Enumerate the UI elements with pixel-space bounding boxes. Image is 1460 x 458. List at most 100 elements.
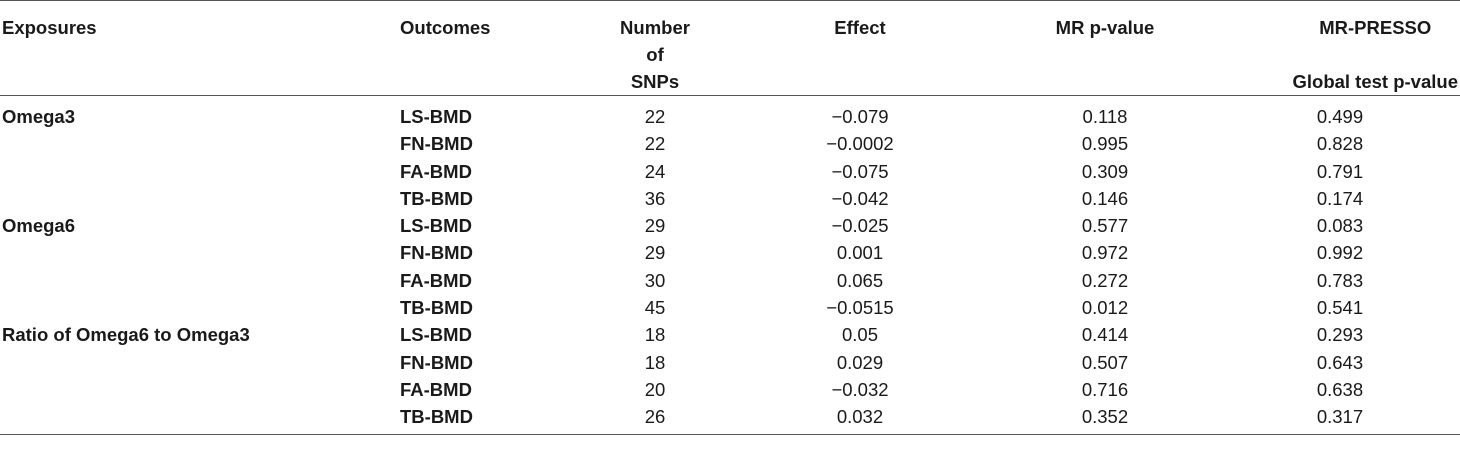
table-row: FN-BMD 18 0.029 0.507 0.643 xyxy=(0,349,1460,376)
header-snps-line1: Number xyxy=(620,17,690,38)
cell-mr-presso-pvalue: 0.638 xyxy=(1316,378,1364,400)
cell-exposure xyxy=(0,158,400,185)
header-outcomes-label: Outcomes xyxy=(400,17,491,38)
cell-mr-pvalue: 0.146 xyxy=(1081,187,1129,209)
cell-mr-pvalue: 0.309 xyxy=(1081,160,1129,182)
cell-outcome: FN-BMD xyxy=(400,133,473,155)
cell-effect: 0.032 xyxy=(730,403,990,435)
header-mr-presso-line1: MR-PRESSO xyxy=(1319,17,1432,38)
cell-number-of-snps: 36 xyxy=(644,187,666,209)
cell-mr-pvalue: 0.272 xyxy=(1081,269,1129,291)
header-mr-pvalue-label: MR p-value xyxy=(1055,17,1155,38)
cell-effect: −0.079 xyxy=(831,106,889,127)
table-header: Exposures Outcomes Number of SNPs Effect… xyxy=(0,0,1460,96)
cell-mr-presso-pvalue: 0.643 xyxy=(1316,351,1364,373)
cell-effect: 0.001 xyxy=(836,242,884,264)
cell-number-of-snps: 22 xyxy=(644,106,666,127)
cell-mr-pvalue: 0.352 xyxy=(990,403,1220,435)
cell-number-of-snps: 29 xyxy=(644,215,666,237)
cell-exposure xyxy=(0,267,400,294)
cell-mr-pvalue: 0.012 xyxy=(1081,297,1129,319)
header-snps-line3: SNPs xyxy=(630,71,680,92)
cell-mr-presso-pvalue: 0.783 xyxy=(1316,269,1364,291)
cell-mr-pvalue: 0.118 xyxy=(1082,106,1128,127)
cell-mr-presso-pvalue: 0.174 xyxy=(1316,187,1364,209)
cell-outcome: LS-BMD xyxy=(400,324,472,346)
cell-number-of-snps: 18 xyxy=(644,324,666,346)
header-mr-presso-line2: Global test p-value xyxy=(1292,71,1458,92)
header-exposures-label: Exposures xyxy=(2,17,97,38)
cell-outcome: FN-BMD xyxy=(400,242,473,264)
table-body: Omega3 LS-BMD 22 −0.079 0.118 0.499 FN-BMD 22 −0… xyxy=(0,96,1460,435)
cell-mr-pvalue: 0.414 xyxy=(1081,324,1129,346)
cell-mr-pvalue: 0.972 xyxy=(1081,242,1129,264)
cell-exposure: Ratio of Omega6 to Omega3 xyxy=(2,324,250,346)
cell-exposure xyxy=(0,349,400,376)
cell-number-of-snps: 18 xyxy=(644,351,666,373)
header-mr-presso: MR-PRESSO Global test p-value xyxy=(1220,0,1460,96)
header-number-of-snps: Number of SNPs xyxy=(580,0,730,96)
cell-mr-presso-pvalue: 0.828 xyxy=(1316,133,1364,155)
table-row: FN-BMD 29 0.001 0.972 0.992 xyxy=(0,239,1460,266)
cell-outcome: FA-BMD xyxy=(400,378,472,400)
cell-mr-presso-pvalue: 0.083 xyxy=(1316,215,1364,237)
cell-mr-presso-pvalue: 0.541 xyxy=(1316,297,1364,319)
cell-exposure: Omega6 xyxy=(2,215,76,237)
cell-number-of-snps: 26 xyxy=(580,403,730,435)
header-effect-label: Effect xyxy=(834,17,886,38)
cell-effect: −0.075 xyxy=(831,160,889,182)
header-effect: Effect xyxy=(730,0,990,96)
cell-mr-pvalue: 0.507 xyxy=(1081,351,1129,373)
cell-exposure xyxy=(0,403,400,435)
header-mr-presso-spacer xyxy=(1292,41,1458,68)
header-mr-pvalue: MR p-value xyxy=(990,0,1220,96)
cell-number-of-snps: 29 xyxy=(644,242,666,264)
cell-outcome: TB-BMD xyxy=(400,403,580,435)
cell-mr-presso-pvalue: 0.992 xyxy=(1316,242,1364,264)
cell-mr-pvalue: 0.577 xyxy=(1081,215,1129,237)
cell-mr-presso-pvalue: 0.293 xyxy=(1316,324,1364,346)
header-mr-presso-block: MR-PRESSO Global test p-value xyxy=(1292,14,1458,95)
cell-number-of-snps: 24 xyxy=(644,160,666,182)
table-row: FN-BMD 22 −0.0002 0.995 0.828 xyxy=(0,130,1460,157)
cell-mr-presso-pvalue: 0.499 xyxy=(1316,106,1364,127)
cell-exposure xyxy=(0,130,400,157)
cell-number-of-snps: 30 xyxy=(644,269,666,291)
cell-exposure xyxy=(0,239,400,266)
cell-outcome: TB-BMD xyxy=(400,297,473,319)
cell-exposure xyxy=(0,294,400,321)
cell-effect: −0.0515 xyxy=(826,297,894,319)
cell-number-of-snps: 45 xyxy=(644,297,666,319)
cell-exposure xyxy=(0,376,400,403)
table-row: TB-BMD 26 0.032 0.352 0.317 xyxy=(0,403,1460,435)
cell-effect: −0.042 xyxy=(831,187,889,209)
table-row: Omega3 LS-BMD 22 −0.079 0.118 0.499 xyxy=(0,96,1460,131)
cell-mr-presso-pvalue: 0.317 xyxy=(1220,403,1460,435)
header-exposures: Exposures xyxy=(0,0,400,96)
table-row: FA-BMD 24 −0.075 0.309 0.791 xyxy=(0,158,1460,185)
results-table-container: Exposures Outcomes Number of SNPs Effect… xyxy=(0,0,1460,435)
cell-outcome: LS-BMD xyxy=(400,106,472,127)
cell-number-of-snps: 20 xyxy=(644,378,666,400)
cell-effect: −0.025 xyxy=(831,215,889,237)
table-row: Omega6 LS-BMD 29 −0.025 0.577 0.083 xyxy=(0,212,1460,239)
cell-effect: 0.05 xyxy=(841,324,878,346)
table-row: TB-BMD 45 −0.0515 0.012 0.541 xyxy=(0,294,1460,321)
table-row: TB-BMD 36 −0.042 0.146 0.174 xyxy=(0,185,1460,212)
table-row: Ratio of Omega6 to Omega3 LS-BMD 18 0.05 0.4… xyxy=(0,321,1460,348)
cell-outcome: FA-BMD xyxy=(400,160,472,182)
cell-mr-pvalue: 0.995 xyxy=(1081,133,1129,155)
header-outcomes: Outcomes xyxy=(400,0,580,96)
cell-effect: 0.065 xyxy=(836,269,884,291)
cell-exposure xyxy=(0,185,400,212)
cell-effect: −0.0002 xyxy=(826,133,894,155)
cell-exposure: Omega3 xyxy=(2,106,76,127)
cell-outcome: FN-BMD xyxy=(400,351,473,373)
table-row: FA-BMD 30 0.065 0.272 0.783 xyxy=(0,267,1460,294)
mr-results-table: Exposures Outcomes Number of SNPs Effect… xyxy=(0,0,1460,435)
cell-outcome: FA-BMD xyxy=(400,269,472,291)
cell-mr-pvalue: 0.716 xyxy=(1081,378,1129,400)
table-row: FA-BMD 20 −0.032 0.716 0.638 xyxy=(0,376,1460,403)
cell-mr-presso-pvalue: 0.791 xyxy=(1316,160,1364,182)
cell-number-of-snps: 22 xyxy=(644,133,666,155)
